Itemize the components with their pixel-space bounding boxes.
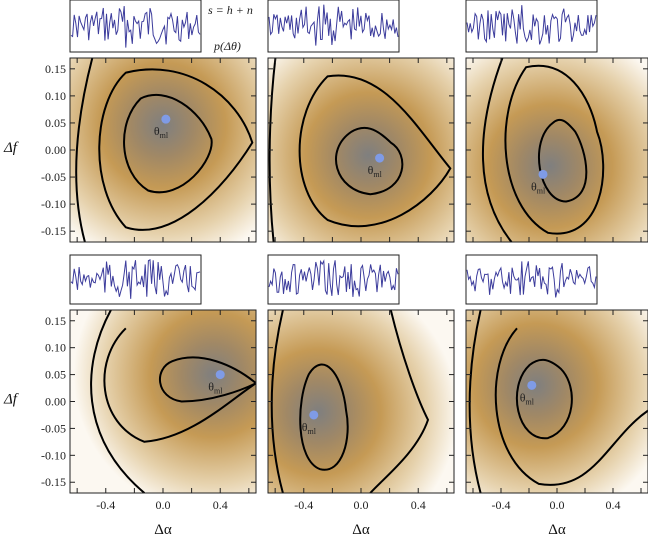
panel-top-center: θml: [267, 57, 455, 243]
x-axis-label: Δα: [548, 522, 566, 538]
contour-line-1: [268, 58, 277, 242]
y-tick-label: 0.15: [45, 314, 66, 328]
x-axis-label: Δα: [154, 522, 172, 538]
x-tick-label: 0.4: [213, 498, 228, 512]
posterior-heatmap: [268, 58, 454, 242]
contour-line-2: [369, 310, 430, 493]
contour-line-3: [538, 118, 588, 203]
contour-line-2: [494, 327, 648, 486]
y-axis-label: Δf: [3, 392, 19, 408]
contour-line-1: [90, 310, 146, 493]
contour-line-1: [468, 310, 482, 493]
y-tick-label: 0.00: [45, 143, 66, 157]
ml-point: [538, 169, 548, 179]
y-tick-label: 0.00: [45, 395, 66, 409]
y-tick-label: -0.15: [41, 475, 66, 489]
contour-line-1: [75, 58, 94, 242]
ml-point: [527, 380, 537, 390]
ml-point: [375, 153, 385, 163]
x-tick-label: 0.4: [606, 498, 621, 512]
posterior-heatmap: [268, 310, 454, 493]
signal-trace: [465, 0, 598, 53]
contour-line-3: [335, 126, 404, 196]
x-tick-label: 0.4: [411, 498, 426, 512]
contour-line-3: [123, 93, 213, 194]
posterior-heatmap: [70, 58, 256, 242]
panel-bottom-right: θml-0.4 0.0 0.4Δα: [465, 309, 648, 538]
contour-line-3: [158, 356, 256, 403]
contour-line-1: [270, 310, 284, 493]
panel-bottom-center: θml-0.4 0.0 0.4Δα: [267, 309, 455, 538]
y-axis-label: Δf: [3, 140, 19, 156]
contour-line-2: [298, 74, 452, 228]
ml-point: [215, 370, 225, 380]
panel-top-right: θml: [465, 57, 648, 243]
x-tick-label: 0.0: [156, 498, 171, 512]
y-tick-label: -0.05: [41, 421, 66, 435]
contour-line-2: [103, 327, 256, 443]
contour-line-2: [98, 68, 254, 231]
signal-trace: [465, 254, 598, 305]
x-tick-label: 0.0: [354, 498, 369, 512]
signal-annotation: s = h + n: [208, 3, 253, 17]
x-tick-label: -0.4: [492, 498, 511, 512]
contour-line-1: [481, 58, 513, 242]
y-tick-label: 0.05: [45, 116, 66, 130]
y-tick-label: 0.10: [45, 89, 66, 103]
y-tick-label: -0.10: [41, 448, 66, 462]
y-tick-label: -0.15: [41, 224, 66, 238]
posterior-heatmap: [70, 310, 256, 493]
contour-line-2: [504, 64, 605, 235]
y-tick-label: 0.15: [45, 62, 66, 76]
y-tick-label: 0.05: [45, 368, 66, 382]
panels-layer: θml0.150.100.050.00-0.05-0.10-0.15Δfθmlθ…: [3, 0, 648, 538]
y-tick-label: -0.10: [41, 197, 66, 211]
ml-point: [309, 410, 319, 420]
posterior-heatmap: [466, 310, 648, 493]
posterior-heatmap: [466, 58, 648, 242]
signal-trace: [267, 254, 400, 305]
x-axis-label: Δα: [352, 522, 370, 538]
y-tick-label: 0.10: [45, 341, 66, 355]
signal-trace: [69, 254, 202, 305]
signal-trace: [267, 0, 400, 53]
contour-line-3: [515, 358, 573, 440]
x-tick-label: -0.4: [96, 498, 115, 512]
x-tick-label: 0.0: [550, 498, 565, 512]
contour-line-3: [299, 363, 349, 471]
x-tick-label: -0.4: [294, 498, 313, 512]
y-tick-label: -0.05: [41, 170, 66, 184]
posterior-annotation: p(Δθ): [213, 39, 241, 53]
ml-point: [161, 114, 171, 124]
signal-trace: [69, 0, 202, 53]
